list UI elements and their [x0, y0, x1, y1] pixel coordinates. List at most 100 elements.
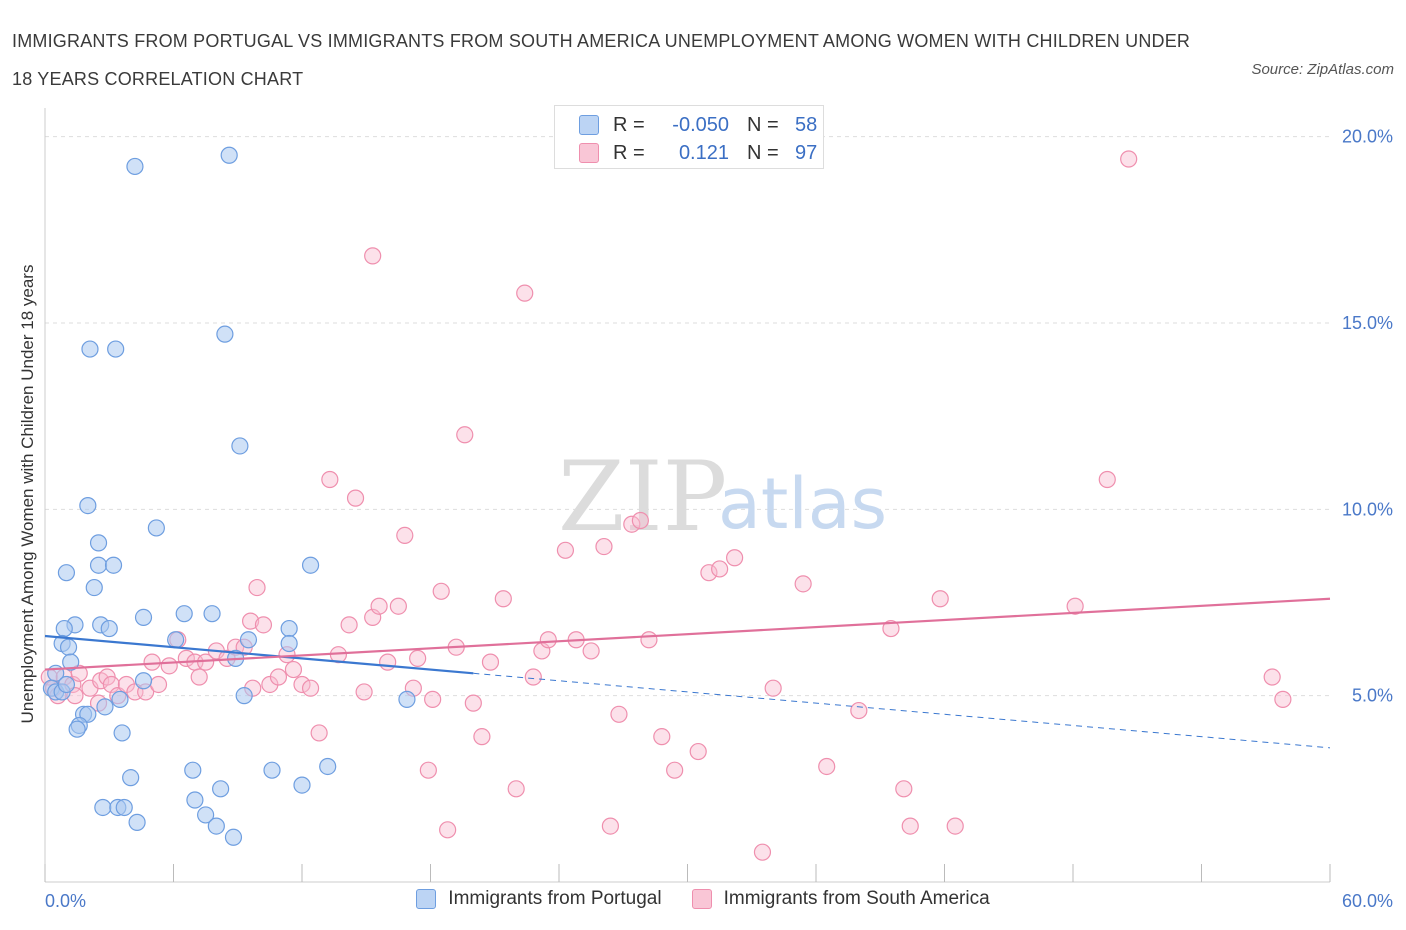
south-america-point-38 — [355, 683, 373, 701]
south-america-point-73 — [689, 742, 707, 761]
portugal-point-37 — [111, 690, 129, 708]
correlation-stats-box: R = -0.050 N = 58 R = 0.121 N = 97 — [554, 105, 824, 169]
south-america-swatch — [579, 143, 599, 163]
portugal-point-42 — [68, 720, 86, 738]
south-america-point-55 — [481, 653, 500, 671]
x-tick-label-min: 0.0% — [45, 891, 86, 911]
south-america-point-67 — [610, 705, 628, 723]
south-america-point-37 — [346, 489, 365, 507]
chart-title: IMMIGRANTS FROM PORTUGAL VS IMMIGRANTS F… — [12, 31, 1191, 89]
south-america-point-53 — [464, 694, 482, 712]
legend-portugal-label: Immigrants from Portugal — [448, 888, 662, 909]
south-america-point-84 — [901, 817, 919, 835]
south-america-point-40 — [370, 597, 388, 615]
legend-south-america-label: Immigrants from South America — [723, 888, 990, 909]
watermark-atlas: atlas — [718, 463, 887, 545]
south-america-point-42 — [379, 653, 397, 671]
south-america-point-59 — [524, 668, 542, 686]
south-america-point-78 — [764, 679, 782, 697]
portugal-point-57 — [224, 828, 243, 846]
series-portugal-points — [42, 146, 416, 846]
y-tick-label-0: 5.0% — [1352, 686, 1393, 706]
portugal-point-43 — [113, 724, 131, 742]
south-america-point-61 — [539, 631, 557, 649]
watermark: ZIP atlas — [558, 441, 887, 553]
legend-portugal-swatch — [416, 889, 437, 909]
south-america-point-58 — [516, 284, 534, 302]
south-america-point-96 — [1098, 470, 1116, 489]
legend-south-america-swatch — [691, 889, 712, 909]
south-america-point-26 — [254, 616, 273, 634]
portugal-trend-line-extension — [473, 672, 1331, 749]
portugal-point-36 — [398, 690, 416, 708]
south-america-point-77 — [753, 843, 772, 861]
portugal-point-2 — [81, 340, 99, 358]
portugal-point-34 — [134, 672, 153, 690]
portugal-swatch — [579, 115, 599, 135]
portugal-point-26 — [280, 634, 298, 653]
south-america-point-72 — [666, 761, 684, 779]
south-america-point-93 — [143, 653, 161, 671]
portugal-point-14 — [134, 608, 153, 626]
south-america-point-94 — [190, 668, 208, 686]
watermark-zip: ZIP — [558, 441, 727, 553]
south-america-point-86 — [946, 817, 964, 835]
portugal-point-15 — [175, 605, 193, 623]
portugal-point-18 — [55, 619, 73, 638]
x-tick-label-max: 60.0% — [1342, 891, 1393, 911]
y-axis-label: Unemployment Among Women with Children U… — [18, 265, 37, 724]
portugal-r-label: R = — [613, 113, 645, 136]
south-america-point-36 — [340, 616, 358, 634]
portugal-point-4 — [216, 325, 234, 343]
south-america-point-66 — [601, 817, 620, 835]
portugal-n-value: 58 — [795, 113, 818, 136]
south-america-point-81 — [850, 701, 868, 720]
portugal-point-7 — [147, 519, 165, 537]
south-america-point-14 — [149, 675, 168, 694]
portugal-point-51 — [94, 798, 112, 817]
south-america-point-48 — [424, 690, 442, 708]
south-america-point-68 — [623, 515, 641, 533]
south-america-point-89 — [1263, 668, 1281, 686]
legend-item-south-america: Immigrants from South America — [691, 888, 990, 910]
south-america-point-30 — [284, 660, 303, 679]
portugal-point-38 — [96, 698, 114, 716]
portugal-point-56 — [207, 817, 225, 835]
portugal-point-55 — [128, 813, 146, 831]
south-america-point-70 — [640, 631, 658, 649]
south-america-point-85 — [931, 590, 949, 608]
portugal-point-13 — [85, 578, 103, 597]
south-america-point-31 — [293, 675, 311, 694]
south-america-r-label: R = — [613, 141, 645, 164]
south-america-point-76 — [726, 549, 744, 567]
south-america-point-46 — [409, 649, 427, 667]
south-america-point-43 — [389, 597, 407, 615]
portugal-point-45 — [263, 761, 281, 779]
south-america-point-44 — [396, 526, 414, 545]
portugal-point-11 — [301, 556, 320, 574]
south-america-point-47 — [419, 761, 437, 779]
south-america-point-71 — [653, 728, 671, 746]
portugal-point-0 — [220, 146, 238, 164]
south-america-point-50 — [439, 821, 457, 839]
south-america-point-15 — [160, 657, 178, 675]
portugal-point-23 — [59, 638, 78, 656]
south-america-point-65 — [595, 537, 613, 556]
portugal-point-54 — [197, 806, 215, 824]
y-tick-label-1: 10.0% — [1342, 499, 1393, 519]
axes — [44, 108, 1331, 883]
south-america-point-87 — [1066, 597, 1084, 615]
portugal-point-16 — [203, 605, 221, 623]
portugal-point-3 — [107, 340, 125, 358]
south-america-point-74 — [700, 564, 718, 582]
portugal-point-20 — [100, 619, 118, 638]
portugal-point-21 — [280, 619, 298, 638]
south-america-point-62 — [556, 541, 575, 559]
south-america-point-25 — [248, 578, 266, 597]
portugal-point-25 — [239, 631, 258, 649]
portugal-n-label: N = — [747, 113, 779, 136]
south-america-point-69 — [631, 511, 649, 530]
legend-item-portugal: Immigrants from Portugal — [416, 888, 662, 910]
south-america-point-34 — [321, 470, 339, 489]
